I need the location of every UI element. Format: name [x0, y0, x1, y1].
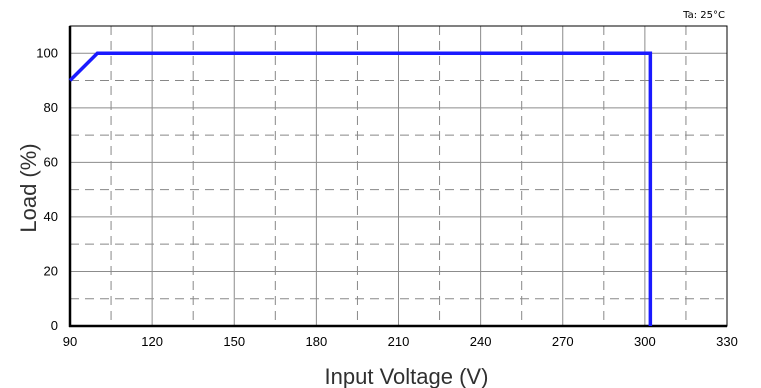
- y-tick-label: 40: [44, 209, 58, 224]
- y-tick-labels: 0 20 40 60 80 100: [36, 45, 58, 333]
- x-axis-title: Input Voltage (V): [325, 364, 489, 388]
- x-tick-label: 90: [63, 334, 77, 349]
- x-tick-label: 210: [388, 334, 410, 349]
- x-tick-label: 330: [716, 334, 738, 349]
- y-tick-label: 60: [44, 154, 58, 169]
- y-axis-title: Load (%): [16, 143, 41, 232]
- x-tick-label: 150: [223, 334, 245, 349]
- x-tick-labels: 90 120 150 180 210 240 270 300 330: [63, 334, 738, 349]
- x-tick-label: 120: [141, 334, 163, 349]
- x-tick-label: 270: [552, 334, 574, 349]
- x-tick-label: 300: [634, 334, 656, 349]
- series-line: [68, 51, 653, 326]
- series-layer: [68, 51, 653, 326]
- x-tick-label: 240: [470, 334, 492, 349]
- y-tick-label: 100: [36, 45, 58, 60]
- y-tick-label: 80: [44, 100, 58, 115]
- x-tick-label: 180: [306, 334, 328, 349]
- y-tick-label: 20: [44, 263, 58, 278]
- temperature-annotation: Ta: 25°C: [682, 10, 725, 21]
- grid: [69, 26, 728, 326]
- axes: [68, 26, 727, 328]
- y-tick-label: 0: [51, 318, 58, 333]
